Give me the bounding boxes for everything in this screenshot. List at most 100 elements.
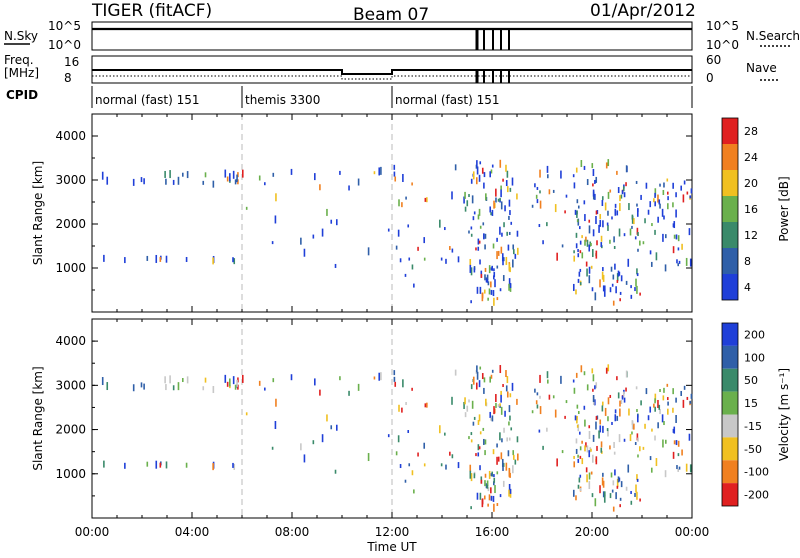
- data-point: [658, 199, 661, 205]
- data-point: [611, 216, 613, 220]
- data-point: [654, 393, 657, 402]
- data-point: [516, 436, 519, 443]
- x-tick-label: 00:00: [75, 525, 110, 539]
- colorbar-tick-label: -15: [744, 420, 762, 433]
- data-point: [636, 227, 639, 235]
- data-point: [423, 442, 426, 449]
- data-point: [477, 238, 480, 245]
- data-point: [640, 400, 642, 406]
- data-point: [619, 291, 622, 295]
- data-point: [508, 421, 510, 426]
- velocity-panel: 1000 2000 3000 4000 Slant Range [km] 200 100 50…: [31, 318, 791, 539]
- data-point: [580, 365, 583, 373]
- data-point: [625, 370, 628, 378]
- data-point: [334, 469, 337, 474]
- data-point: [662, 189, 665, 195]
- nave-label: Nave: [746, 61, 777, 75]
- data-point: [234, 179, 237, 185]
- data-point: [470, 432, 473, 436]
- data-point: [271, 241, 274, 245]
- data-point: [481, 293, 484, 302]
- data-point: [516, 230, 519, 237]
- data-point: [506, 391, 509, 398]
- data-point: [499, 288, 502, 292]
- data-point: [588, 431, 591, 440]
- data-point: [606, 428, 609, 432]
- data-point: [633, 423, 635, 430]
- data-point: [619, 400, 621, 407]
- data-point: [508, 231, 511, 235]
- data-point: [339, 170, 341, 175]
- data-point: [613, 236, 615, 243]
- data-point: [616, 273, 619, 282]
- data-point: [476, 166, 479, 175]
- colorbar-swatch: [722, 170, 738, 196]
- data-point: [229, 179, 231, 183]
- data-point: [539, 190, 541, 194]
- data-point: [613, 441, 615, 448]
- data-point: [536, 404, 539, 409]
- data-point: [575, 167, 578, 173]
- data-point: [618, 228, 621, 237]
- data-point: [314, 173, 316, 181]
- data-point: [212, 257, 214, 265]
- data-point: [499, 159, 502, 168]
- data-point: [614, 263, 616, 270]
- data-point: [595, 210, 598, 215]
- data-point: [470, 384, 473, 390]
- data-point: [611, 283, 614, 287]
- data-point: [493, 272, 496, 278]
- data-point: [475, 177, 478, 185]
- data-point: [454, 164, 457, 171]
- data-point: [644, 218, 646, 224]
- data-point: [494, 279, 496, 288]
- data-point: [516, 193, 518, 200]
- data-point: [556, 252, 558, 261]
- data-point: [588, 472, 591, 480]
- data-point: [393, 370, 396, 376]
- data-point: [512, 465, 514, 474]
- data-point: [486, 480, 489, 487]
- data-point: [604, 407, 607, 416]
- data-point: [634, 442, 637, 446]
- data-point: [600, 242, 603, 248]
- data-point: [538, 224, 541, 228]
- data-point: [675, 397, 677, 403]
- data-point: [413, 489, 415, 494]
- data-point: [482, 427, 485, 431]
- data-point: [417, 452, 419, 457]
- data-point: [378, 167, 381, 176]
- nave-tick-top: 60: [706, 53, 721, 67]
- data-point: [339, 376, 341, 381]
- data-point: [487, 487, 490, 492]
- data-point: [224, 374, 227, 383]
- data-point: [484, 267, 487, 272]
- data-point: [572, 174, 575, 178]
- data-point: [159, 462, 162, 468]
- data-point: [449, 451, 451, 456]
- data-point: [440, 463, 443, 467]
- data-point: [470, 300, 472, 304]
- data-point: [635, 180, 638, 184]
- data-point: [475, 247, 477, 251]
- colorbar-swatch: [722, 144, 738, 170]
- data-point: [482, 222, 485, 226]
- data-point: [607, 416, 609, 422]
- data-point: [407, 430, 410, 434]
- data-point: [651, 428, 653, 432]
- data-point: [155, 254, 158, 263]
- nsky-right-tick-top: 10^5: [706, 19, 739, 33]
- data-point: [514, 253, 517, 259]
- data-point: [575, 243, 578, 249]
- data-point: [509, 415, 511, 421]
- data-point: [497, 456, 500, 462]
- power-panel: 1000 2000 3000 4000 Slant Range [km] 4 8 12 16 20…: [31, 113, 791, 313]
- y-tick-label: 1000: [55, 261, 86, 275]
- data-point: [493, 481, 495, 486]
- data-point: [457, 462, 460, 469]
- data-point: [501, 253, 504, 262]
- data-point: [609, 287, 612, 293]
- data-point: [659, 409, 661, 415]
- data-point: [411, 264, 414, 270]
- data-point: [491, 164, 494, 168]
